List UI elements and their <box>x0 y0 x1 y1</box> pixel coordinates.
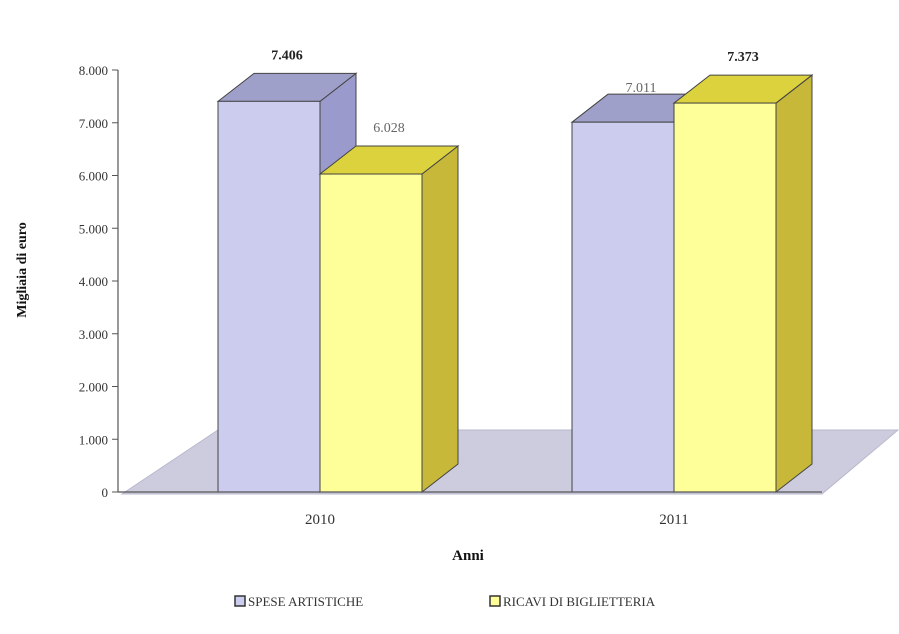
x-tick-label: 2010 <box>305 512 335 528</box>
legend-swatch-ricavi-di-biglietteria <box>489 595 501 607</box>
bar-spese-artistiche-2010 <box>217 100 321 493</box>
y-axis: 0 1.000 2.000 3.000 4.000 5.000 6.000 7.000 8.00… <box>79 63 119 500</box>
legend-label-ricavi-di-biglietteria: RICAVI DI BIGLIETTERIA <box>503 594 656 609</box>
y-tick-label: 8.000 <box>79 63 108 78</box>
data-label: 6.028 <box>373 121 405 136</box>
y-tick-label: 2.000 <box>79 380 108 395</box>
bar-side-ricavi-di-biglietteria-2010 <box>421 145 459 494</box>
data-labels-group: 7.406 7.011 6.028 7.373 <box>271 48 759 136</box>
y-tick-label: 0 <box>102 485 109 500</box>
legend: SPESE ARTISTICHE RICAVI DI BIGLIETTERIA <box>234 594 656 609</box>
data-label: 7.011 <box>626 81 657 96</box>
y-tick-label: 5.000 <box>79 221 108 236</box>
bar-ricavi-di-biglietteria-2010 <box>319 173 423 493</box>
bars-group <box>216 72 814 494</box>
y-axis-title: Migliaia di euro <box>15 222 30 317</box>
data-label: 7.406 <box>271 48 303 63</box>
y-tick-label: 4.000 <box>79 274 108 289</box>
x-tick-label: 2011 <box>659 512 688 528</box>
bar-side-ricavi-di-biglietteria-2011 <box>775 74 813 494</box>
bar-ricavi-di-biglietteria-2011 <box>673 102 777 493</box>
legend-label-spese-artistiche: SPESE ARTISTICHE <box>248 594 363 609</box>
y-tick-label: 3.000 <box>79 327 108 342</box>
y-tick-label: 7.000 <box>79 116 108 131</box>
x-axis: 2010 2011 <box>118 491 822 528</box>
data-label: 7.373 <box>727 50 759 65</box>
legend-swatch-spese-artistiche <box>234 595 246 607</box>
y-tick-label: 1.000 <box>79 432 108 447</box>
y-tick-label: 6.000 <box>79 169 108 184</box>
x-axis-title: Anni <box>452 548 484 564</box>
bar-spese-artistiche-2011 <box>571 121 675 493</box>
